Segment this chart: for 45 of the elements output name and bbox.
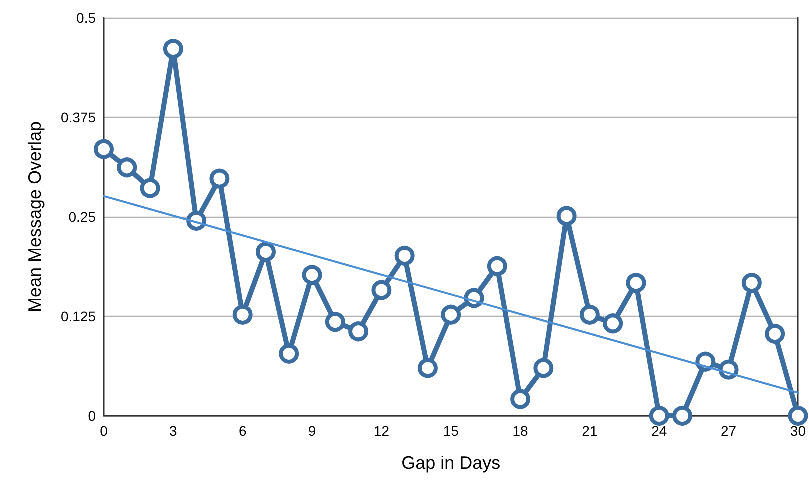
y-tick-label: 0 (88, 408, 96, 424)
point (788, 406, 808, 426)
x-tick-label: 3 (170, 423, 178, 439)
x-tick-label: 27 (721, 423, 737, 439)
y-tick-label: 0.25 (68, 209, 96, 225)
point (394, 246, 415, 266)
point (418, 358, 438, 378)
x-tick-label: 15 (443, 423, 460, 439)
point (372, 280, 392, 300)
point (556, 206, 577, 226)
point (626, 273, 646, 294)
point (140, 178, 160, 198)
x-axis-title: Gap in Days (402, 453, 501, 473)
point (534, 358, 554, 378)
y-tick-label: 0.125 (60, 308, 96, 324)
point (279, 344, 300, 364)
x-tick-label: 21 (582, 423, 598, 439)
x-tick-label: 0 (100, 423, 108, 439)
point (487, 256, 508, 276)
y-tick-label: 0.5 (76, 10, 96, 26)
y-axis-title: Mean Message Overlap (25, 121, 45, 313)
y-tick-label: 0.375 (60, 110, 96, 126)
x-tick-label: 24 (652, 423, 668, 439)
point (510, 389, 531, 410)
point (348, 322, 369, 342)
x-tick-label: 12 (374, 423, 390, 439)
point (256, 242, 276, 262)
point (232, 304, 253, 325)
point (603, 314, 624, 334)
point (441, 304, 462, 325)
x-tick-label: 9 (308, 423, 316, 439)
x-tick-label: 18 (512, 423, 529, 439)
point (117, 158, 138, 178)
x-tick-label: 30 (790, 423, 806, 439)
point (210, 168, 230, 189)
point (742, 273, 762, 294)
point (94, 139, 114, 160)
x-tick-label: 6 (238, 423, 247, 439)
point (325, 312, 346, 332)
point (580, 304, 600, 325)
point (163, 39, 184, 60)
point (649, 406, 670, 426)
point (765, 324, 786, 344)
point (302, 265, 322, 286)
point (672, 406, 693, 426)
